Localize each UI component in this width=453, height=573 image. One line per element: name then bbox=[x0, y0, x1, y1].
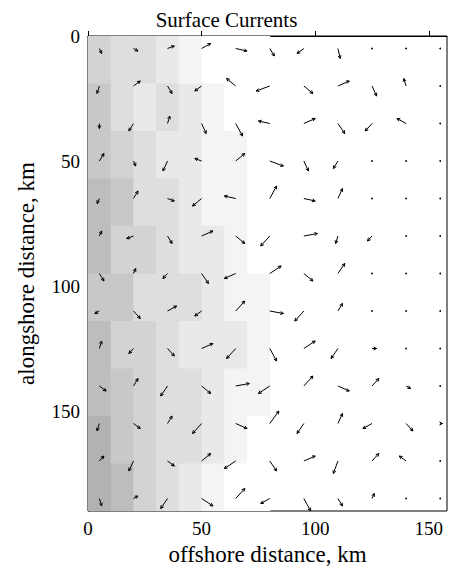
svg-text:0: 0 bbox=[83, 518, 93, 539]
svg-text:50: 50 bbox=[61, 151, 80, 172]
svg-text:Surface Currents: Surface Currents bbox=[156, 8, 298, 32]
svg-text:150: 150 bbox=[415, 518, 444, 539]
svg-text:0: 0 bbox=[71, 26, 81, 47]
svg-text:100: 100 bbox=[301, 518, 330, 539]
svg-text:offshore distance, km: offshore distance, km bbox=[168, 542, 366, 567]
svg-text:50: 50 bbox=[192, 518, 211, 539]
svg-text:alongshore distance, km: alongshore distance, km bbox=[14, 162, 39, 385]
svg-text:150: 150 bbox=[52, 401, 81, 422]
svg-text:100: 100 bbox=[52, 276, 81, 297]
